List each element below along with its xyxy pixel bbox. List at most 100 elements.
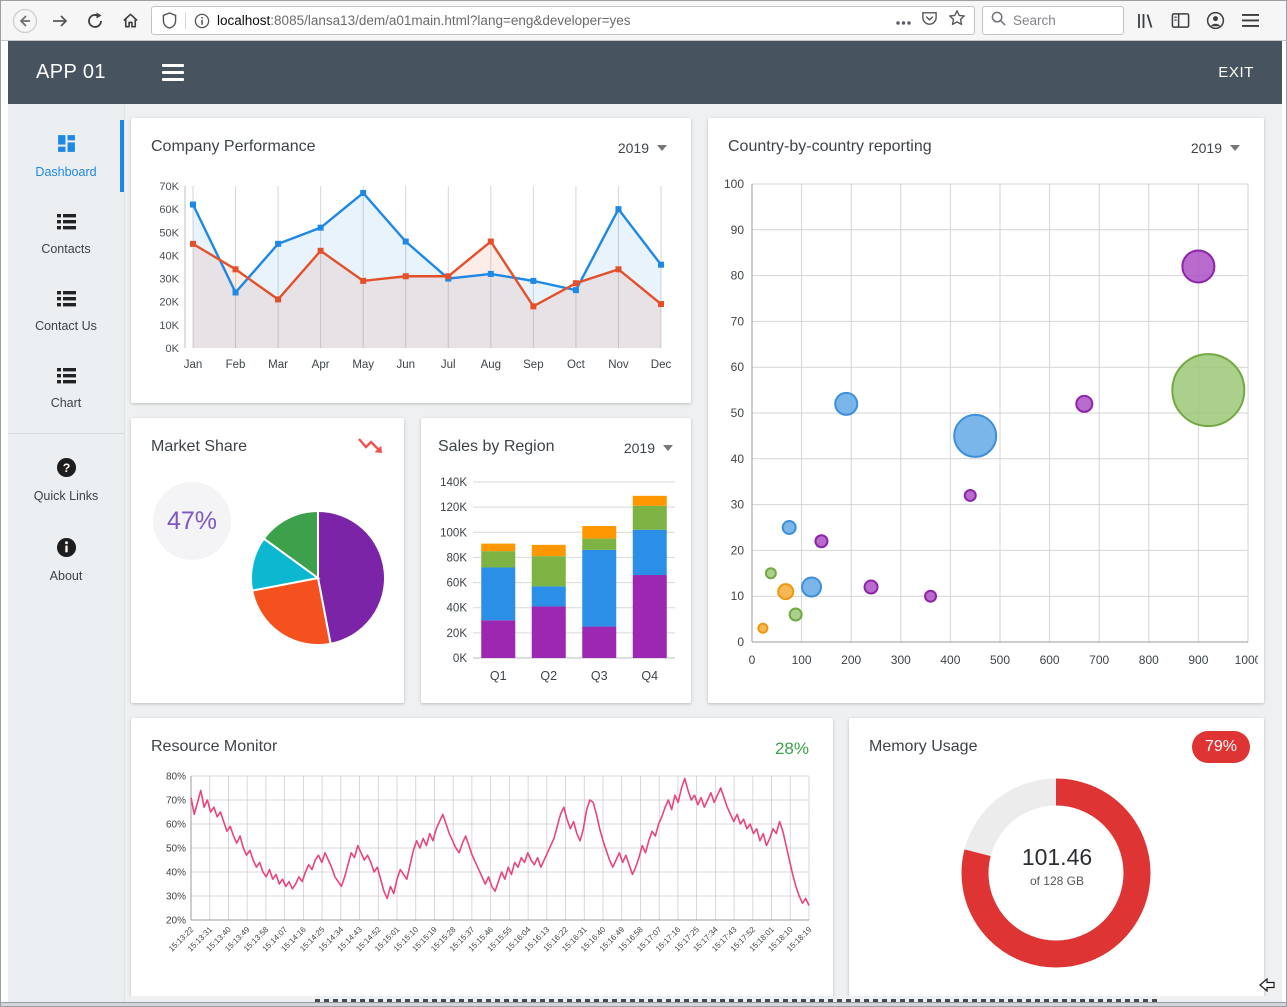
- sidebar-item-contact-us[interactable]: Contact Us: [8, 273, 124, 350]
- list-icon: [56, 290, 77, 313]
- sidebars-icon[interactable]: [1166, 7, 1194, 35]
- memory-center-text: 101.46 of 128 GB: [957, 844, 1157, 888]
- search-box[interactable]: Search: [982, 6, 1124, 35]
- shield-icon[interactable]: [160, 12, 178, 30]
- svg-text:Q1: Q1: [490, 669, 507, 683]
- page-actions-icon[interactable]: [896, 12, 911, 30]
- sidebar-item-quick-links[interactable]: ? Quick Links: [8, 440, 124, 520]
- pocket-icon[interactable]: [921, 10, 938, 32]
- svg-text:50K: 50K: [159, 227, 179, 239]
- memory-subtitle: of 128 GB: [1029, 874, 1085, 888]
- svg-text:Jan: Jan: [184, 359, 203, 371]
- memory-usage-card: Memory Usage 79% 101.46 of 128 GB: [849, 718, 1264, 998]
- menu-icon[interactable]: [1236, 7, 1264, 35]
- svg-text:600: 600: [1040, 653, 1060, 667]
- resource-monitor-card: Resource Monitor 28% 15:13:22 15:13:31 15:…: [131, 718, 833, 998]
- card-title: Memory Usage: [869, 738, 978, 755]
- sidebar-item-contacts[interactable]: Contacts: [8, 196, 124, 273]
- partial-row-below-fold: [125, 996, 1282, 1006]
- memory-value: 101.46: [1021, 844, 1093, 870]
- dashboard-main: Company Performance 2019 Jan Feb Mar Apr May…: [125, 104, 1282, 1006]
- url-text[interactable]: localhost:8085/lansa13/dem/a01main.html?…: [217, 13, 889, 28]
- browser-toolbar: localhost:8085/lansa13/dem/a01main.html?…: [1, 1, 1286, 41]
- svg-text:80: 80: [731, 269, 745, 283]
- sidebar-item-label: Chart: [50, 396, 82, 410]
- forward-button[interactable]: [46, 7, 74, 35]
- list-icon: [56, 213, 77, 236]
- svg-text:Sep: Sep: [523, 359, 543, 371]
- country-reporting-card: Country-by-country reporting 2019 0 100 20…: [708, 118, 1264, 703]
- card-title: Company Performance: [151, 138, 316, 155]
- card-title: Market Share: [151, 438, 248, 455]
- site-info-icon[interactable]: [193, 12, 210, 29]
- card-title: Resource Monitor: [151, 738, 278, 755]
- sidebar-divider: [8, 433, 124, 434]
- window-bottom-edge: [1, 1002, 1286, 1006]
- svg-text:0: 0: [737, 635, 744, 649]
- exit-button[interactable]: EXIT: [1218, 64, 1254, 81]
- svg-text:Mar: Mar: [268, 359, 288, 371]
- cutoff-content: [315, 999, 1161, 1004]
- url-host: localhost: [217, 13, 271, 28]
- svg-text:0K: 0K: [453, 653, 467, 665]
- svg-text:40%: 40%: [166, 868, 186, 879]
- svg-text:900: 900: [1188, 653, 1208, 667]
- svg-text:70: 70: [731, 314, 745, 328]
- svg-text:20K: 20K: [159, 297, 179, 309]
- card-title: Sales by Region: [438, 438, 555, 455]
- svg-text:Jul: Jul: [441, 359, 456, 371]
- info-icon: [56, 537, 77, 563]
- svg-text:800: 800: [1139, 653, 1159, 667]
- sidebar-item-label: About: [49, 569, 83, 583]
- market-share-card: Market Share 47%: [131, 418, 404, 703]
- card-title: Country-by-country reporting: [728, 138, 932, 155]
- svg-text:100: 100: [724, 177, 744, 191]
- year-value: 2019: [623, 440, 655, 456]
- svg-text:Dec: Dec: [651, 359, 672, 371]
- svg-text:Oct: Oct: [567, 359, 586, 371]
- svg-text:100: 100: [792, 653, 812, 667]
- app-title: APP 01: [36, 61, 106, 83]
- svg-text:Q3: Q3: [591, 669, 608, 683]
- chevron-down-icon: [663, 445, 673, 451]
- memory-donut-chart: [961, 778, 1151, 968]
- sidebar-item-about[interactable]: About: [8, 520, 124, 600]
- resource-monitor-chart: 15:13:2215:13:3115:13:4015:13:4915:13:58…: [166, 772, 814, 954]
- year-dropdown[interactable]: 2019: [1191, 140, 1240, 156]
- dashboard-icon: [56, 133, 77, 159]
- svg-text:?: ?: [62, 461, 70, 475]
- sidebar-item-label: Contacts: [41, 242, 91, 256]
- account-icon[interactable]: [1201, 7, 1229, 35]
- svg-text:Jun: Jun: [396, 359, 415, 371]
- year-dropdown[interactable]: 2019: [624, 440, 673, 456]
- library-icon[interactable]: [1131, 7, 1159, 35]
- sidebar-item-dashboard[interactable]: Dashboard: [8, 116, 124, 196]
- svg-text:60%: 60%: [166, 820, 186, 831]
- company-performance-card: Company Performance 2019 Jan Feb Mar Apr May…: [131, 118, 691, 403]
- svg-text:80K: 80K: [447, 552, 468, 564]
- memory-percent-badge: 79%: [1191, 731, 1250, 763]
- svg-text:50: 50: [731, 406, 745, 420]
- year-dropdown[interactable]: 2019: [618, 140, 667, 156]
- sidebar-item-chart[interactable]: Chart: [8, 350, 124, 427]
- reload-button[interactable]: [81, 7, 109, 35]
- svg-text:80%: 80%: [166, 772, 186, 783]
- help-icon: ?: [56, 457, 77, 483]
- bookmark-star-icon[interactable]: [948, 9, 966, 32]
- svg-text:Nov: Nov: [608, 359, 629, 371]
- svg-text:Q4: Q4: [641, 669, 658, 683]
- market-share-value: 47%: [153, 482, 231, 560]
- home-button[interactable]: [116, 7, 144, 35]
- svg-text:20: 20: [731, 543, 745, 557]
- svg-text:Q2: Q2: [540, 669, 557, 683]
- back-button[interactable]: [11, 7, 39, 35]
- sidebar-item-label: Quick Links: [33, 489, 99, 503]
- svg-text:30: 30: [731, 498, 745, 512]
- year-value: 2019: [1190, 140, 1222, 156]
- app-menu-icon[interactable]: [161, 64, 184, 81]
- list-icon: [56, 367, 77, 390]
- app-bar: APP 01 EXIT: [8, 41, 1282, 104]
- svg-text:200: 200: [841, 653, 861, 667]
- svg-text:Apr: Apr: [312, 359, 330, 371]
- url-bar[interactable]: localhost:8085/lansa13/dem/a01main.html?…: [151, 6, 975, 35]
